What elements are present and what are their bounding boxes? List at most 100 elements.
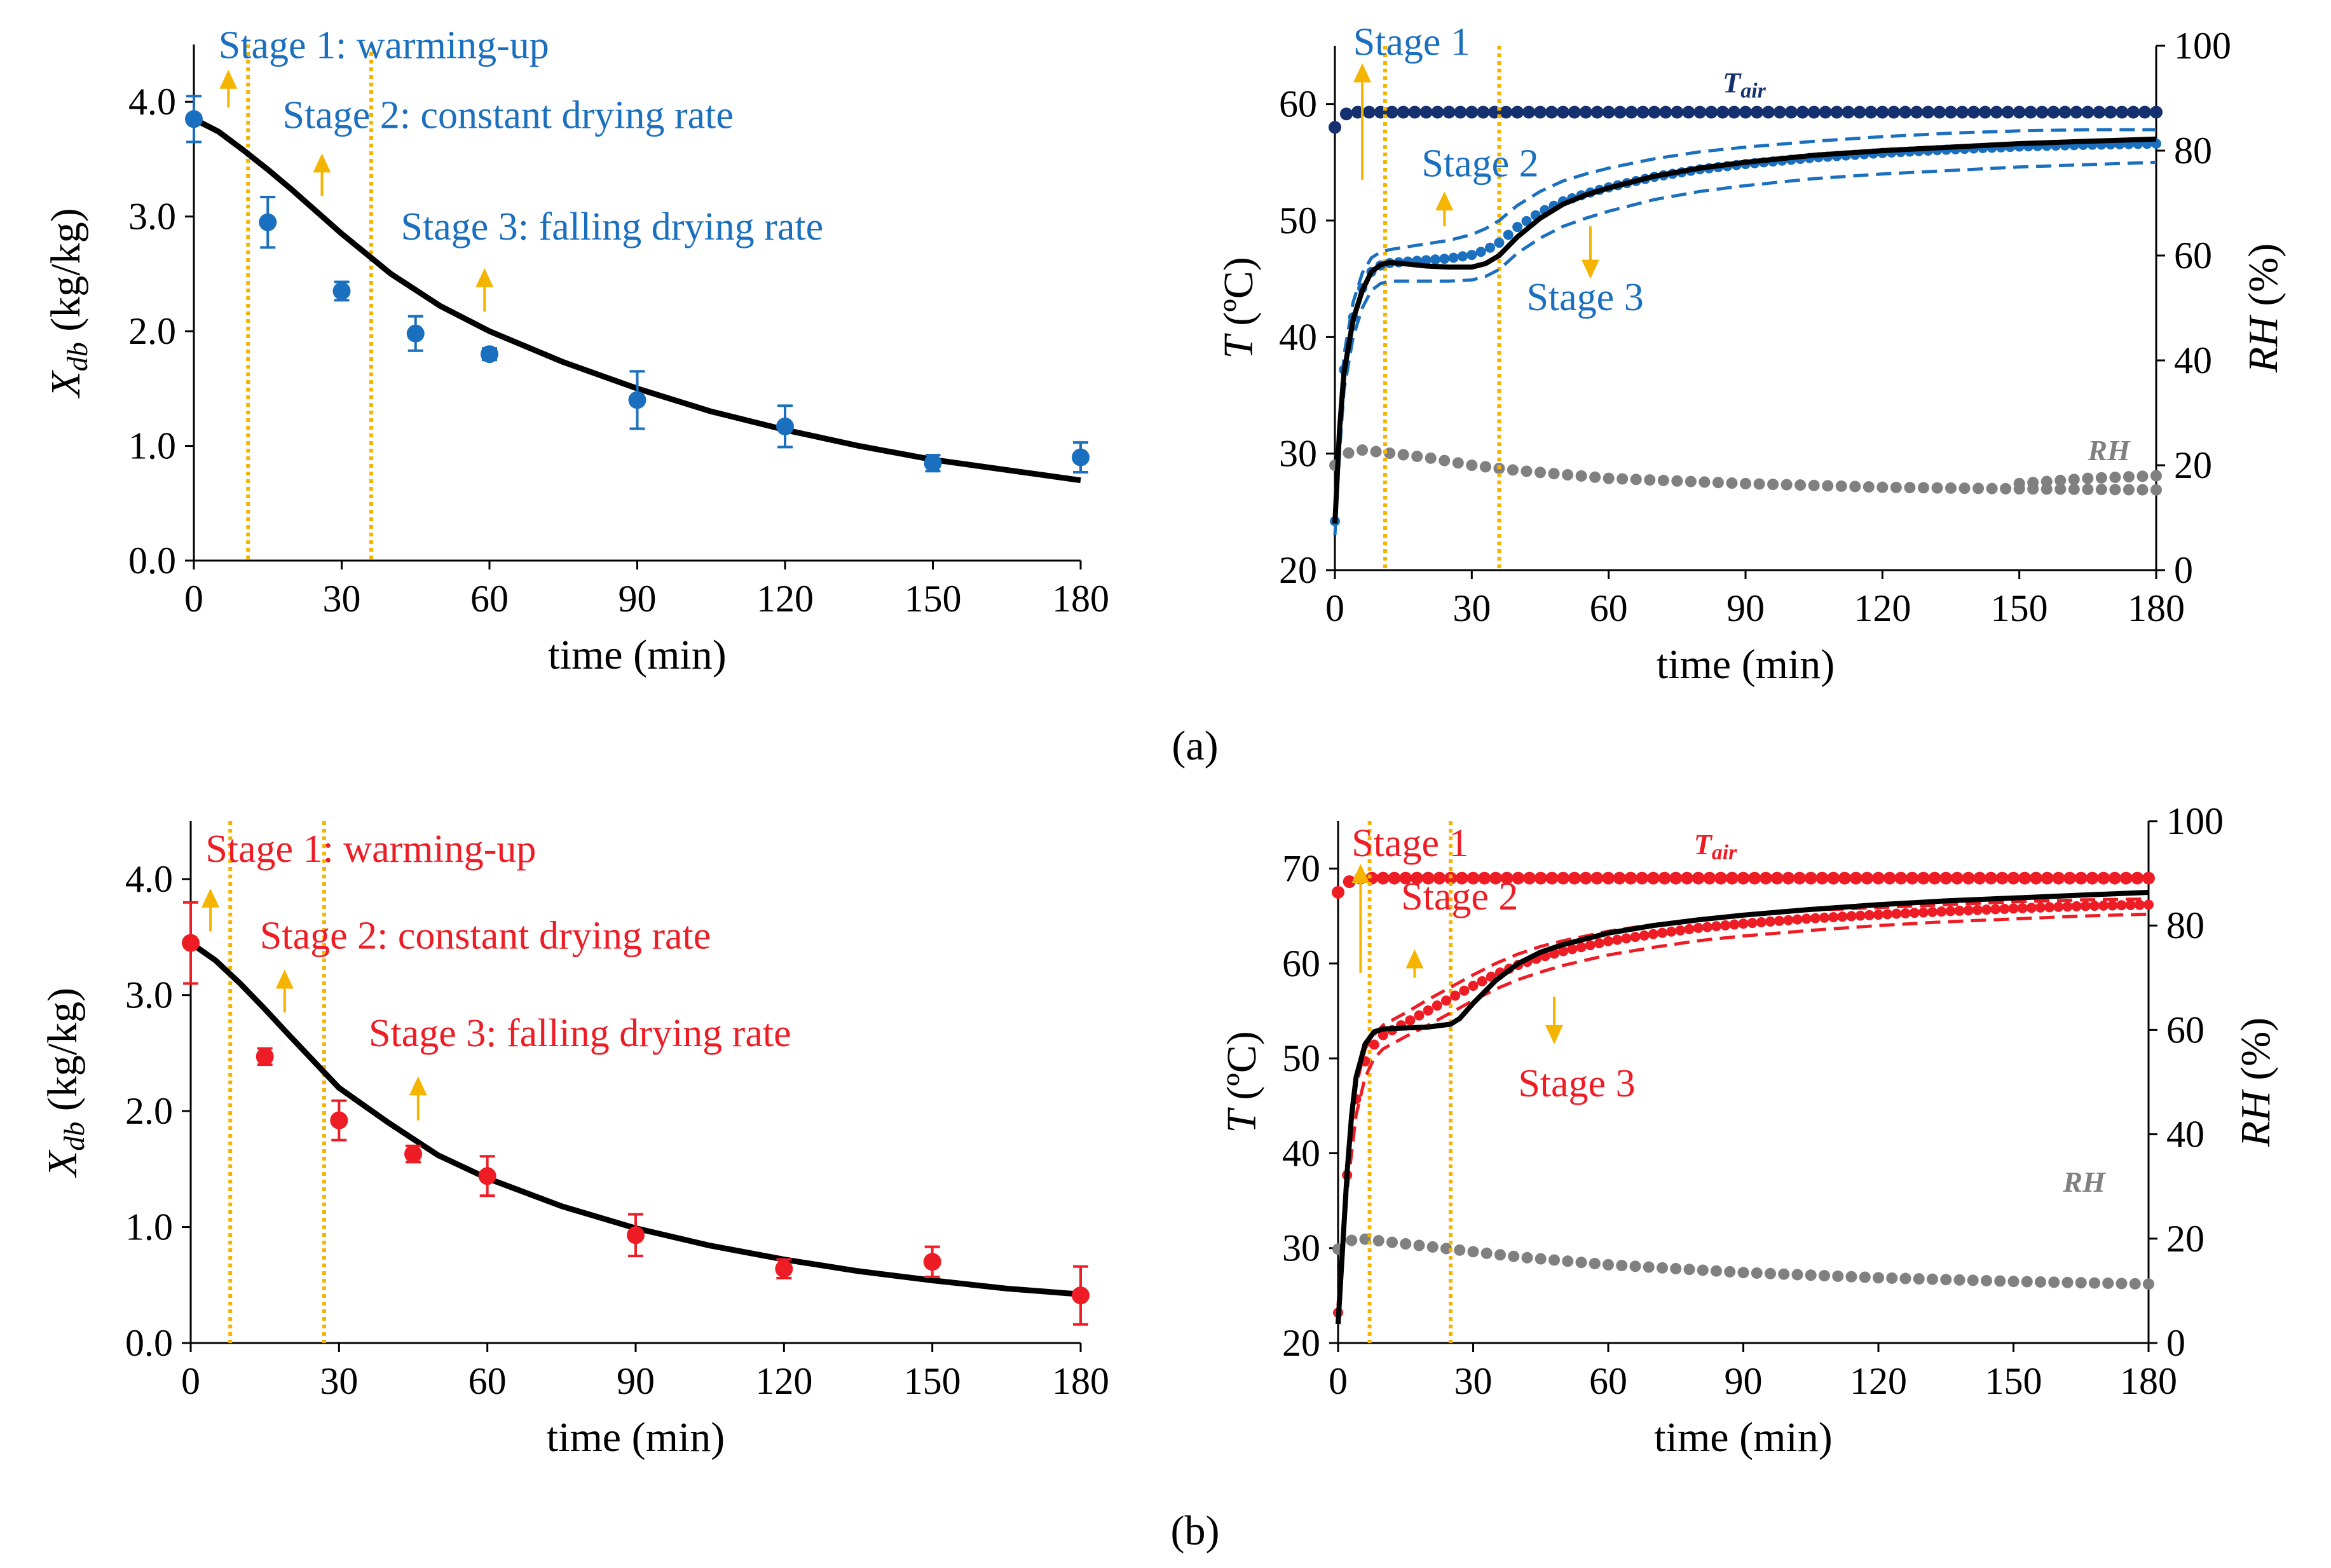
rh-point xyxy=(1740,477,1751,489)
rh-point xyxy=(1439,454,1451,467)
rh-point xyxy=(1454,1244,1466,1256)
tair-point xyxy=(1819,106,1832,119)
x-tick-label: 180 xyxy=(1052,578,1109,620)
tair-point xyxy=(1782,871,1795,885)
tair-point xyxy=(1807,106,1821,119)
rh-point xyxy=(1767,479,1779,491)
rh-point xyxy=(1958,482,1971,494)
measured-point xyxy=(1684,924,1695,934)
rh-point xyxy=(1343,447,1355,459)
measured-point xyxy=(1828,912,1839,923)
tair-point xyxy=(1362,106,1376,119)
tair-point xyxy=(1950,871,1964,885)
rh-point xyxy=(1548,1254,1560,1266)
x-tick-label: 120 xyxy=(756,578,814,620)
y-tick-label-left: 40 xyxy=(1279,316,1317,358)
data-point xyxy=(924,454,942,472)
tair-point xyxy=(1385,106,1398,119)
measured-point xyxy=(1918,907,1929,918)
rh-point xyxy=(1832,1270,1844,1282)
y-tick-label-left: 30 xyxy=(1282,1227,1320,1269)
tair-point xyxy=(1716,106,1730,119)
measured-point xyxy=(1423,1005,1433,1016)
stage-arrow-head xyxy=(1351,864,1370,883)
data-point xyxy=(1072,448,1090,467)
data-point xyxy=(406,324,425,343)
data-point xyxy=(185,110,203,128)
tair-point xyxy=(1512,871,1525,885)
measured-temperature-series xyxy=(1330,139,2161,526)
tair-point xyxy=(1339,107,1353,121)
rh-point xyxy=(2068,474,2080,486)
measured-point xyxy=(1774,915,1785,926)
tair-point xyxy=(2047,106,2060,119)
rh-point xyxy=(2095,484,2107,496)
tair-point xyxy=(2063,871,2077,885)
tair-point xyxy=(1399,871,1412,885)
tair-point xyxy=(1827,871,1840,885)
measured-point xyxy=(1891,908,1902,919)
measured-point xyxy=(2026,903,2037,913)
x-axis-label: time (min) xyxy=(548,632,726,678)
rh-point xyxy=(1711,1265,1722,1277)
rh-point xyxy=(1863,481,1875,493)
tair-point xyxy=(2052,871,2065,885)
measured-point xyxy=(1801,913,1812,924)
x-tick-label: 30 xyxy=(323,578,361,620)
rh-point xyxy=(2082,483,2094,495)
rh-point xyxy=(1859,1271,1871,1283)
x-tick-label: 90 xyxy=(617,1360,655,1402)
tair-point xyxy=(1579,106,1592,119)
x-axis-label: time (min) xyxy=(547,1414,725,1461)
measured-point xyxy=(2134,899,2145,910)
rh-point xyxy=(2054,474,2067,486)
rh-point xyxy=(2068,483,2080,495)
rh-point xyxy=(1575,1257,1587,1269)
stage-label: Stage 2: constant drying rate xyxy=(283,94,734,137)
tair-point xyxy=(1636,106,1650,119)
tair-point xyxy=(1671,106,1684,119)
measured-point xyxy=(1567,944,1578,955)
model-curve xyxy=(1332,136,2157,524)
rh-point xyxy=(1629,1260,1641,1272)
rh-point xyxy=(1931,482,1943,494)
tair-point xyxy=(1500,106,1513,119)
measured-point xyxy=(1576,942,1587,953)
rh-point xyxy=(1589,471,1601,483)
y-tick-label: 3.0 xyxy=(128,196,176,238)
measured-point xyxy=(1603,936,1613,946)
tair-point xyxy=(1978,106,1992,119)
tair-point xyxy=(1864,106,1878,119)
tair-point xyxy=(1962,871,1975,885)
tair-point xyxy=(1590,106,1604,119)
tair-point xyxy=(1737,871,1750,885)
y-tick-label-left: 60 xyxy=(1282,943,1320,985)
y-axis-label: Xdb (kg/kg) xyxy=(43,208,93,399)
tair-point xyxy=(1861,871,1874,885)
y-axis-label-left: T (ºC) xyxy=(1215,257,1262,358)
measured-point xyxy=(1972,904,1983,915)
measured-point xyxy=(2035,902,2046,913)
chart-b-moisture: 0 30 60 90 120 150 180 0.0 1.0 2.0 3.0 4.0 time (min… xyxy=(39,821,1109,1461)
x-tick-label: 60 xyxy=(1590,587,1628,629)
rh-point xyxy=(2061,1276,2074,1288)
stage-label: Stage 1: warming-up xyxy=(219,24,549,67)
data-point xyxy=(481,345,498,364)
measured-point xyxy=(1485,242,1496,253)
y-tick-label-left: 50 xyxy=(1279,200,1317,242)
tair-point xyxy=(1478,871,1491,885)
rh-point xyxy=(1616,1260,1628,1272)
tair-point xyxy=(2013,106,2026,119)
tair-point xyxy=(1804,871,1817,885)
rh-point xyxy=(2021,1276,2033,1288)
chart-a-moisture: 0 30 60 90 120 150 180 0.0 1.0 2.0 3.0 4.0 time (min… xyxy=(43,24,1109,678)
data-point xyxy=(628,391,646,409)
x-tick-label: 0 xyxy=(1325,587,1344,629)
rh-point xyxy=(1986,482,1998,494)
measured-point xyxy=(1666,926,1677,937)
measured-point xyxy=(1783,915,1794,925)
rh-point xyxy=(1819,1270,1830,1282)
stage-arrow-head xyxy=(475,268,494,287)
tair-point xyxy=(1659,106,1672,119)
y-tick-label: 4.0 xyxy=(125,858,173,900)
